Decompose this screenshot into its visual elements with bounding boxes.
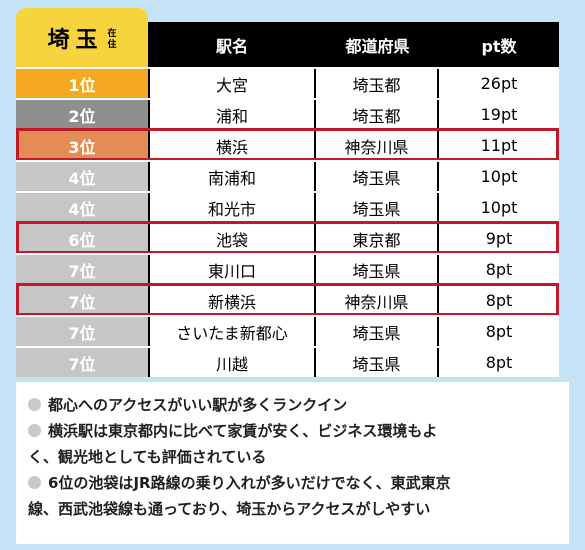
note-text: 6位の池袋はJR路線の乗り入れが多いだけでなく、東武東京 [48, 474, 451, 492]
prefecture-cell: 埼玉都 [316, 69, 437, 98]
column-header-points: pt数 [439, 22, 559, 67]
table-row: 7位 川越 埼玉県 8pt [16, 346, 559, 377]
table-row: 7位 さいたま新都心 埼玉県 8pt [16, 315, 559, 346]
prefecture-cell: 埼玉県 [316, 348, 437, 377]
table-row: 7位 東川口 埼玉県 8pt [16, 253, 559, 284]
prefecture-cell: 埼玉県 [316, 317, 437, 346]
bullet-dot-icon [28, 476, 41, 489]
rank-cell: 1位 [16, 69, 148, 98]
suffix-char: 在 [107, 28, 117, 39]
rank-cell: 4位 [16, 193, 148, 222]
note-line: く、観光地としても評価されている [28, 444, 557, 470]
table-row: 6位 池袋 東京都 9pt [16, 222, 559, 253]
prefecture-suffix: 在 住 [108, 29, 117, 51]
prefecture-cell: 神奈川県 [316, 131, 437, 160]
points-cell: 8pt [439, 348, 559, 377]
bullet-dot-icon [28, 398, 41, 411]
table-row: 3位 横浜 神奈川県 11pt [16, 129, 559, 160]
points-cell: 19pt [439, 100, 559, 129]
rank-cell: 7位 [16, 317, 148, 346]
prefecture-cell: 東京都 [316, 224, 437, 253]
points-cell: 8pt [439, 286, 559, 315]
bullet-dot-icon [28, 424, 41, 437]
points-cell: 9pt [439, 224, 559, 253]
station-cell: 横浜 [150, 131, 314, 160]
table-row: 7位 新横浜 神奈川県 8pt [16, 284, 559, 315]
station-cell: 南浦和 [150, 162, 314, 191]
prefecture-tag: 埼玉 在 住 [16, 8, 148, 67]
station-cell: 新横浜 [150, 286, 314, 315]
table-row: 4位 和光市 埼玉県 10pt [16, 191, 559, 222]
rank-cell: 7位 [16, 255, 148, 284]
note-text: く、観光地としても評価されている [28, 448, 267, 466]
prefecture-cell: 埼玉県 [316, 255, 437, 284]
station-cell: 川越 [150, 348, 314, 377]
points-cell: 10pt [439, 193, 559, 222]
note-text: 横浜駅は東京都内に比べて家賃が安く、ビジネス環境もよ [48, 422, 438, 440]
note-text: 都心へのアクセスがいい駅が多くランクイン [48, 396, 348, 414]
rank-cell: 7位 [16, 286, 148, 315]
table-row: 2位 浦和 埼玉都 19pt [16, 98, 559, 129]
rank-cell: 6位 [16, 224, 148, 253]
station-cell: 大宮 [150, 69, 314, 98]
rank-cell: 7位 [16, 348, 148, 377]
station-cell: さいたま新都心 [150, 317, 314, 346]
ranking-table: 埼玉 在 住 駅名 都道府県 pt数 1位 大宮 埼玉都 26pt 2位 浦和 埼玉都 19p… [16, 8, 559, 377]
points-cell: 26pt [439, 69, 559, 98]
rank-cell: 4位 [16, 162, 148, 191]
table-row: 1位 大宮 埼玉都 26pt [16, 67, 559, 98]
column-header-prefecture: 都道府県 [316, 22, 439, 67]
station-cell: 東川口 [150, 255, 314, 284]
suffix-char: 住 [107, 39, 117, 50]
points-cell: 8pt [439, 317, 559, 346]
points-cell: 11pt [439, 131, 559, 160]
table-body: 1位 大宮 埼玉都 26pt 2位 浦和 埼玉都 19pt 3位 横浜 神奈川県 11pt 4位 南浦和埼… [16, 67, 559, 377]
rank-cell: 2位 [16, 100, 148, 129]
station-cell: 池袋 [150, 224, 314, 253]
note-line: 6位の池袋はJR路線の乗り入れが多いだけでなく、東武東京 [28, 470, 557, 496]
note-line: 都心へのアクセスがいい駅が多くランクイン [28, 392, 557, 418]
prefecture-cell: 埼玉都 [316, 100, 437, 129]
note-text: 線、西武池袋線も通っており、埼玉からアクセスがしやすい [28, 500, 431, 518]
prefecture-cell: 埼玉県 [316, 162, 437, 191]
table-header: 埼玉 在 住 駅名 都道府県 pt数 [16, 8, 559, 67]
prefecture-name: 埼玉 [47, 27, 104, 53]
note-line: 線、西武池袋線も通っており、埼玉からアクセスがしやすい [28, 496, 557, 522]
prefecture-cell: 神奈川県 [316, 286, 437, 315]
prefecture-cell: 埼玉県 [316, 193, 437, 222]
note-line: 横浜駅は東京都内に比べて家賃が安く、ビジネス環境もよ [28, 418, 557, 444]
rank-cell: 3位 [16, 131, 148, 160]
points-cell: 8pt [439, 255, 559, 284]
station-cell: 和光市 [150, 193, 314, 222]
station-cell: 浦和 [150, 100, 314, 129]
column-header-station: 駅名 [148, 22, 316, 67]
points-cell: 10pt [439, 162, 559, 191]
table-row: 4位 南浦和 埼玉県 10pt [16, 160, 559, 191]
notes-panel: 都心へのアクセスがいい駅が多くランクイン横浜駅は東京都内に比べて家賃が安く、ビジ… [16, 382, 569, 544]
